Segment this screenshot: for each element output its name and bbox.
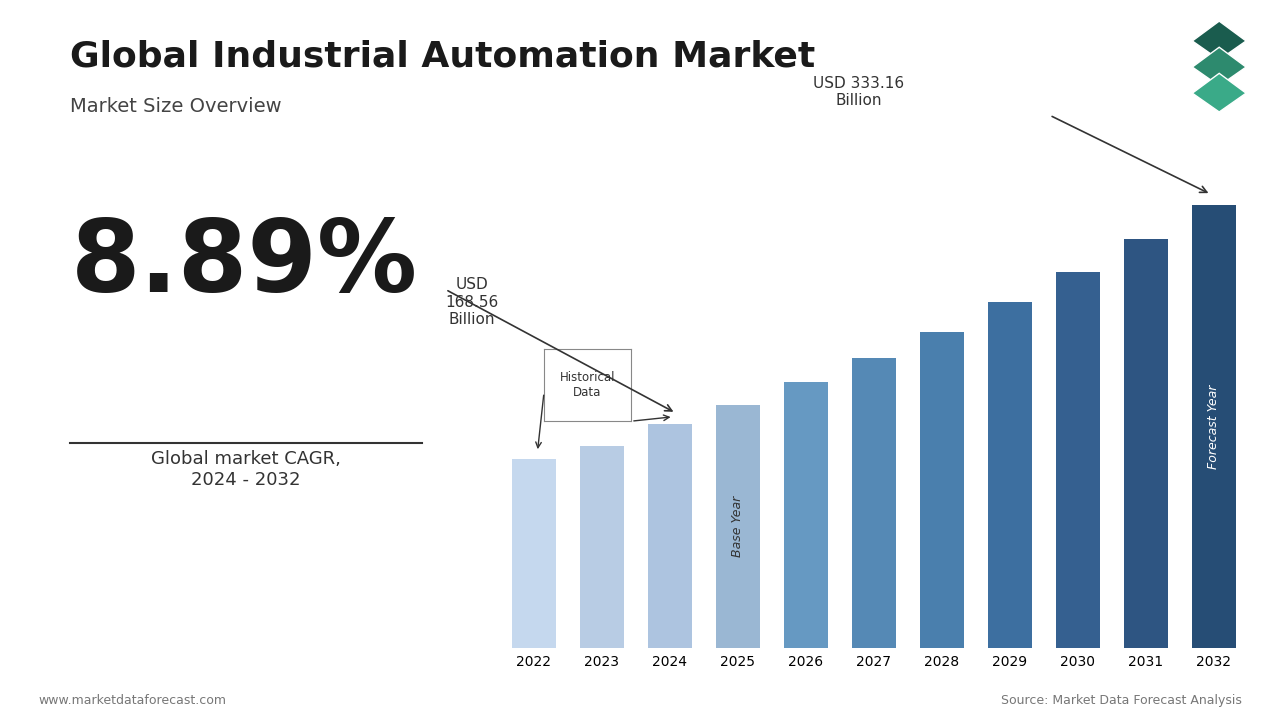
Polygon shape (1193, 21, 1247, 60)
Text: USD 333.16
Billion: USD 333.16 Billion (813, 76, 904, 108)
Text: Source: Market Data Forecast Analysis: Source: Market Data Forecast Analysis (1001, 694, 1242, 707)
Bar (1192, 205, 1235, 648)
Bar (1056, 272, 1100, 648)
Bar (580, 446, 623, 648)
Text: Global Industrial Automation Market: Global Industrial Automation Market (70, 40, 815, 73)
Bar (512, 459, 556, 648)
Text: Forecast Year: Forecast Year (1207, 384, 1220, 469)
Text: www.marketdataforecast.com: www.marketdataforecast.com (38, 694, 227, 707)
Polygon shape (1193, 48, 1247, 86)
Bar (987, 302, 1032, 648)
Polygon shape (1193, 73, 1247, 112)
Text: 8.89%: 8.89% (70, 216, 417, 313)
Bar (851, 359, 896, 648)
Text: USD
168.56
Billion: USD 168.56 Billion (445, 277, 499, 327)
Bar (648, 424, 691, 648)
Bar (1124, 238, 1167, 648)
Bar (716, 405, 760, 648)
Bar (783, 382, 828, 648)
Bar (919, 332, 964, 648)
Text: Global market CAGR,
2024 - 2032: Global market CAGR, 2024 - 2032 (151, 450, 340, 489)
Text: Historical
Data: Historical Data (559, 372, 616, 399)
Text: Base Year: Base Year (731, 496, 744, 557)
Text: Market Size Overview: Market Size Overview (70, 97, 282, 116)
